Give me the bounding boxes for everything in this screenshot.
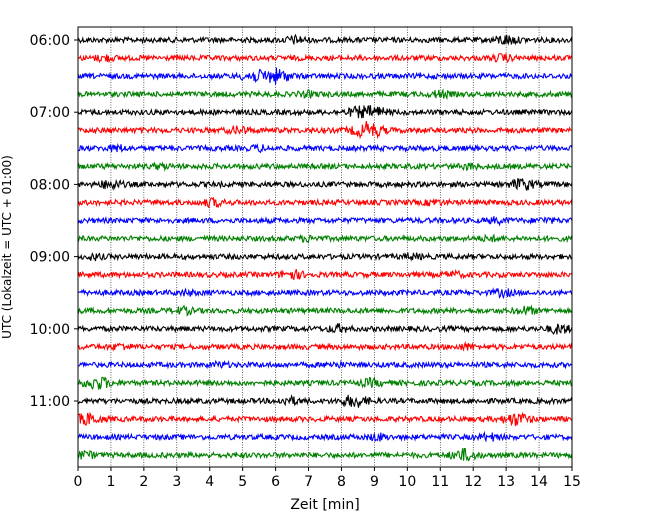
x-tick-label: 11 [431,474,449,490]
trace-10:00 [77,323,573,335]
trace-06:30 [77,67,573,85]
trace-06:15 [77,52,573,64]
trace-06:00 [77,33,573,46]
trace-08:15 [77,196,573,209]
trace-09:15 [77,268,573,281]
x-tick-label: 0 [74,474,83,490]
trace-07:45 [77,161,572,172]
x-axis-ticks: 0 1 2 3 4 5 6 7 8 9 10 11 12 13 14 15 [74,467,581,490]
y-tick-label: 09:00 [30,250,70,266]
trace-09:00 [77,251,573,262]
trace-10:45 [77,375,573,390]
vertical-gridlines [110,27,540,467]
trace-09:30 [77,287,573,300]
trace-06:45 [77,88,573,100]
x-tick-label: 9 [370,474,379,490]
y-axis-ticks: 06:00 07:00 08:00 09:00 10:00 11:00 [30,33,78,410]
trace-07:15 [77,121,573,140]
x-tick-label: 3 [172,474,181,490]
trace-10:30 [77,359,573,370]
y-axis-label: UTC (Lokalzeit = UTC + 01:00) [0,155,14,339]
x-tick-label: 13 [497,474,515,490]
plot-area-background [78,27,572,467]
x-tick-label: 12 [464,474,482,490]
trace-11:30 [77,430,573,443]
trace-07:30 [77,142,573,154]
x-tick-label: 7 [304,474,313,490]
trace-08:00 [77,177,573,191]
x-axis-label: Zeit [min] [290,497,359,513]
trace-07:00 [77,105,573,119]
y-tick-label: 11:00 [30,394,70,410]
trace-11:45 [77,447,573,462]
seismic-traces [77,33,573,462]
plot-frame [77,26,573,468]
trace-10:15 [77,340,573,352]
y-tick-label: 07:00 [30,105,70,121]
trace-08:45 [77,233,573,244]
x-tick-label: 15 [563,474,581,490]
trace-08:30 [77,216,573,227]
trace-09:45 [77,304,573,317]
x-tick-label: 2 [139,474,148,490]
x-tick-label: 14 [530,474,548,490]
y-tick-label: 10:00 [30,322,70,338]
y-tick-label: 08:00 [30,177,70,193]
trace-11:00 [77,393,573,408]
y-tick-label: 06:00 [30,33,70,49]
x-tick-label: 6 [271,474,280,490]
x-tick-label: 5 [238,474,247,490]
x-tick-label: 8 [337,474,346,490]
trace-11:15 [78,411,573,427]
x-tick-label: 4 [205,474,214,490]
x-tick-label: 1 [106,474,115,490]
x-tick-label: 10 [398,474,416,490]
